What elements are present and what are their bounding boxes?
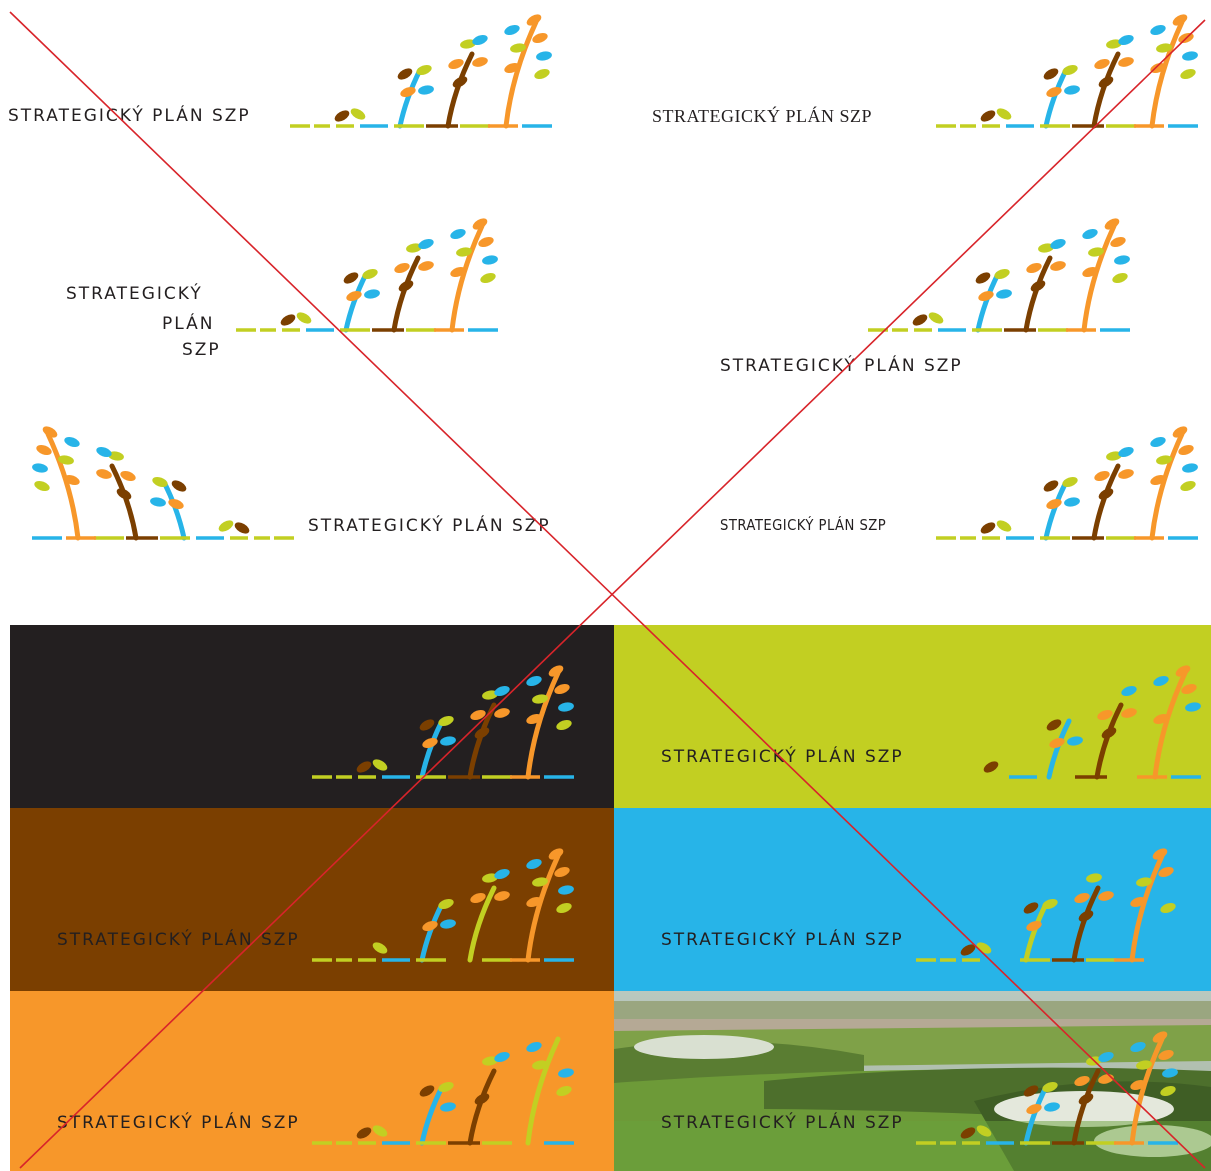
panel-photo: STRATEGICKÝ PLÁN SZP xyxy=(614,991,1211,1171)
logo-wordmark: STRATEGICKÝ PLÁN SZP xyxy=(661,930,904,950)
logo-wordmark: STRATEGICKÝ PLÁN SZP xyxy=(308,516,551,536)
panel-green: STRATEGICKÝ PLÁN SZP xyxy=(614,625,1211,808)
sprouting-plants-icon xyxy=(312,665,574,780)
logo-variant-mirrored: STRATEGICKÝ PLÁN SZP xyxy=(0,410,600,560)
logo-variant-stacked: STRATEGICKÝ PLÁN SZP xyxy=(0,200,600,370)
panel-orange: STRATEGICKÝ PLÁN SZP xyxy=(10,991,614,1171)
logo-wordmark: STRATEGICKÝ PLÁN SZP xyxy=(720,516,887,534)
logo-wordmark: STRATEGICKÝ PLÁN SZP xyxy=(57,1113,300,1133)
logo-wordmark: STRATEGICKÝ PLÁN SZP xyxy=(661,747,904,767)
sprouting-plants-icon xyxy=(936,14,1198,129)
sprouting-plants-icon xyxy=(868,218,1130,333)
sprouting-plants-icon xyxy=(983,665,1201,780)
sprouting-plants-icon xyxy=(290,14,552,129)
logo-wordmark-line3: SZP xyxy=(182,340,221,360)
logo-variant-serif: STRATEGICKÝ PLÁN SZP xyxy=(640,0,1211,150)
panel-black xyxy=(10,625,614,808)
logo-variant-text-below: STRATEGICKÝ PLÁN SZP xyxy=(640,200,1211,390)
panel-blue: STRATEGICKÝ PLÁN SZP xyxy=(614,808,1211,991)
logo-wordmark: STRATEGICKÝ PLÁN SZP xyxy=(720,356,963,376)
logo-wordmark: STRATEGICKÝ PLÁN SZP xyxy=(57,930,300,950)
sprouting-plants-icon xyxy=(916,848,1176,963)
logo-wordmark: STRATEGICKÝ PLÁN SZP xyxy=(661,1113,904,1133)
sprouting-plants-icon xyxy=(916,1031,1178,1146)
logo-wordmark-line2: PLÁN xyxy=(162,314,215,334)
panel-brown: STRATEGICKÝ PLÁN SZP xyxy=(10,808,614,991)
sprouting-plants-icon xyxy=(936,426,1198,541)
sprouting-plants-icon xyxy=(312,1036,574,1146)
logo-variant-horizontal: STRATEGICKÝ PLÁN SZP xyxy=(0,0,600,150)
logo-wordmark: STRATEGICKÝ PLÁN SZP xyxy=(8,106,251,126)
logo-wordmark-line1: STRATEGICKÝ xyxy=(66,284,203,304)
logo-variant-condensed: STRATEGICKÝ PLÁN SZP xyxy=(640,410,1211,560)
sprouting-plants-icon xyxy=(312,848,574,963)
sprouting-plants-icon xyxy=(32,426,294,541)
sprouting-plants-icon xyxy=(236,218,498,333)
logo-wordmark: STRATEGICKÝ PLÁN SZP xyxy=(652,106,873,126)
